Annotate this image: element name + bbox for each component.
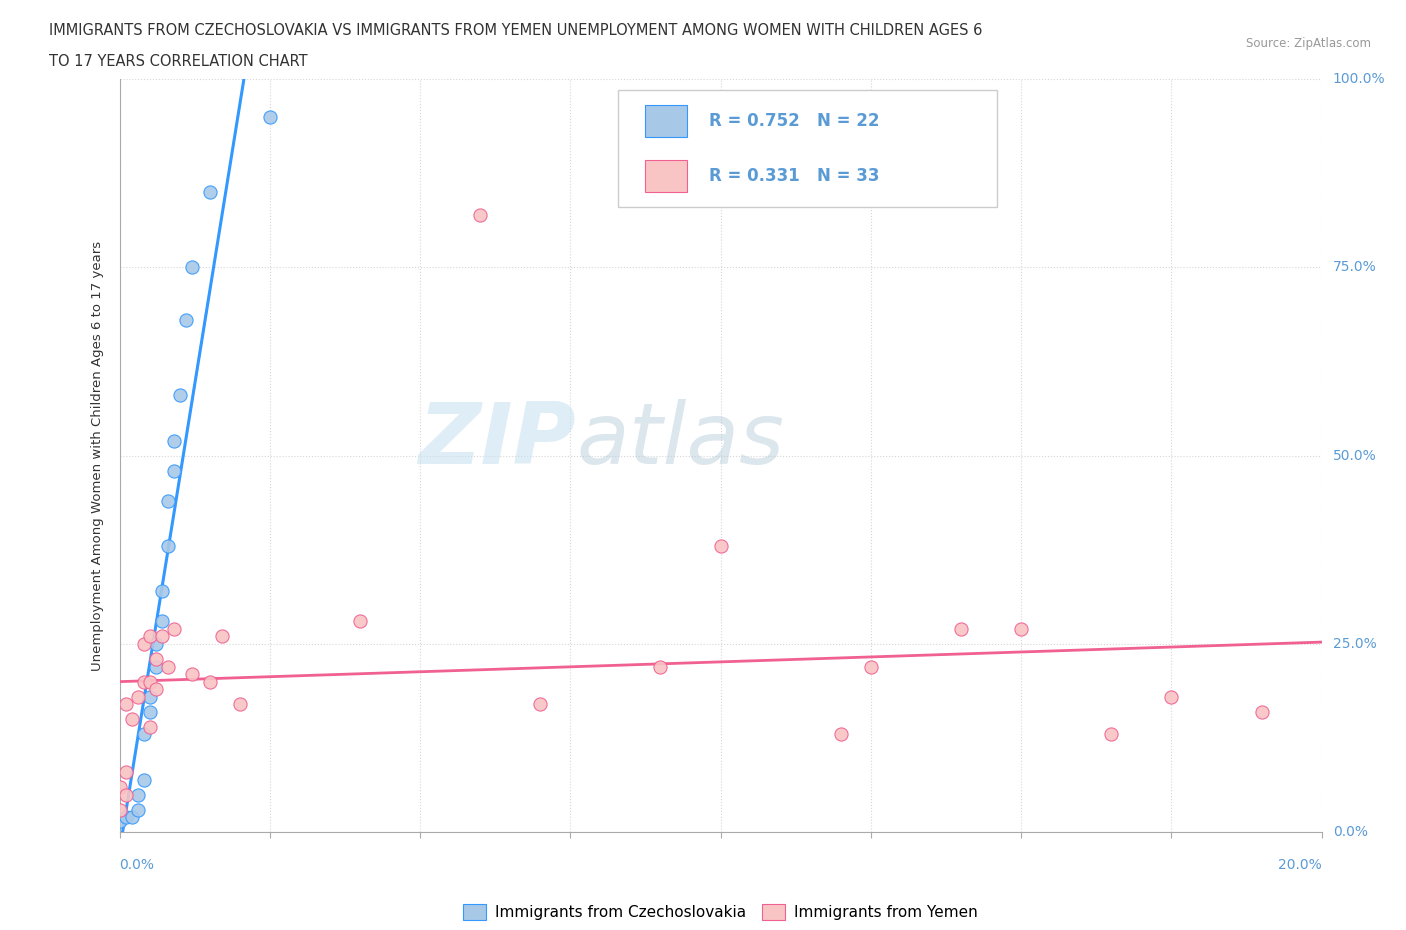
Legend: Immigrants from Czechoslovakia, Immigrants from Yemen: Immigrants from Czechoslovakia, Immigran… — [457, 898, 984, 926]
Point — [127, 689, 149, 704]
Point — [198, 674, 221, 689]
Point — [138, 674, 160, 689]
Text: TO 17 YEARS CORRELATION CHART: TO 17 YEARS CORRELATION CHART — [49, 54, 308, 69]
Point — [132, 727, 155, 742]
Text: 0.0%: 0.0% — [1333, 825, 1368, 840]
Text: Source: ZipAtlas.com: Source: ZipAtlas.com — [1246, 37, 1371, 50]
Text: 100.0%: 100.0% — [1333, 72, 1385, 86]
Point — [127, 787, 149, 802]
Point — [108, 779, 131, 794]
Point — [150, 614, 173, 629]
Text: ZIP: ZIP — [419, 399, 576, 482]
Point — [156, 538, 179, 553]
Text: 75.0%: 75.0% — [1333, 260, 1376, 274]
Text: R = 0.331   N = 33: R = 0.331 N = 33 — [709, 167, 879, 185]
Point — [138, 689, 160, 704]
Text: 20.0%: 20.0% — [1278, 857, 1322, 872]
Text: 0.0%: 0.0% — [120, 857, 155, 872]
Point — [145, 637, 167, 652]
Point — [132, 637, 155, 652]
Point — [145, 659, 167, 674]
FancyBboxPatch shape — [619, 90, 997, 207]
Point — [162, 463, 184, 478]
Point — [114, 787, 136, 802]
Y-axis label: Unemployment Among Women with Children Ages 6 to 17 years: Unemployment Among Women with Children A… — [90, 241, 104, 671]
Text: 25.0%: 25.0% — [1333, 637, 1376, 651]
Point — [228, 697, 252, 711]
Point — [1160, 689, 1182, 704]
Point — [138, 720, 160, 735]
Point — [108, 814, 131, 829]
Point — [1010, 621, 1032, 636]
Point — [121, 810, 143, 825]
Point — [830, 727, 852, 742]
Point — [156, 659, 179, 674]
Point — [1250, 704, 1272, 719]
Point — [145, 682, 167, 697]
FancyBboxPatch shape — [645, 160, 688, 193]
FancyBboxPatch shape — [645, 105, 688, 137]
Point — [150, 584, 173, 599]
Point — [114, 764, 136, 779]
Point — [169, 388, 191, 403]
Point — [349, 614, 371, 629]
Point — [162, 433, 184, 448]
Point — [150, 629, 173, 644]
Point — [127, 803, 149, 817]
Point — [132, 772, 155, 787]
Point — [132, 674, 155, 689]
Point — [145, 652, 167, 667]
Point — [859, 659, 882, 674]
Point — [211, 629, 233, 644]
Point — [709, 538, 731, 553]
Point — [529, 697, 551, 711]
Point — [468, 207, 492, 222]
Point — [180, 259, 202, 275]
Point — [114, 697, 136, 711]
Point — [156, 494, 179, 509]
Point — [108, 803, 131, 817]
Point — [114, 810, 136, 825]
Point — [138, 629, 160, 644]
Point — [259, 110, 281, 125]
Point — [650, 659, 672, 674]
Text: R = 0.752   N = 22: R = 0.752 N = 22 — [709, 113, 879, 130]
Text: 50.0%: 50.0% — [1333, 448, 1376, 463]
Point — [198, 184, 221, 200]
Text: atlas: atlas — [576, 399, 785, 482]
Point — [174, 312, 197, 327]
Point — [138, 704, 160, 719]
Point — [950, 621, 973, 636]
Point — [162, 621, 184, 636]
Point — [121, 712, 143, 727]
Text: IMMIGRANTS FROM CZECHOSLOVAKIA VS IMMIGRANTS FROM YEMEN UNEMPLOYMENT AMONG WOMEN: IMMIGRANTS FROM CZECHOSLOVAKIA VS IMMIGR… — [49, 23, 983, 38]
Point — [180, 667, 202, 682]
Point — [1099, 727, 1122, 742]
